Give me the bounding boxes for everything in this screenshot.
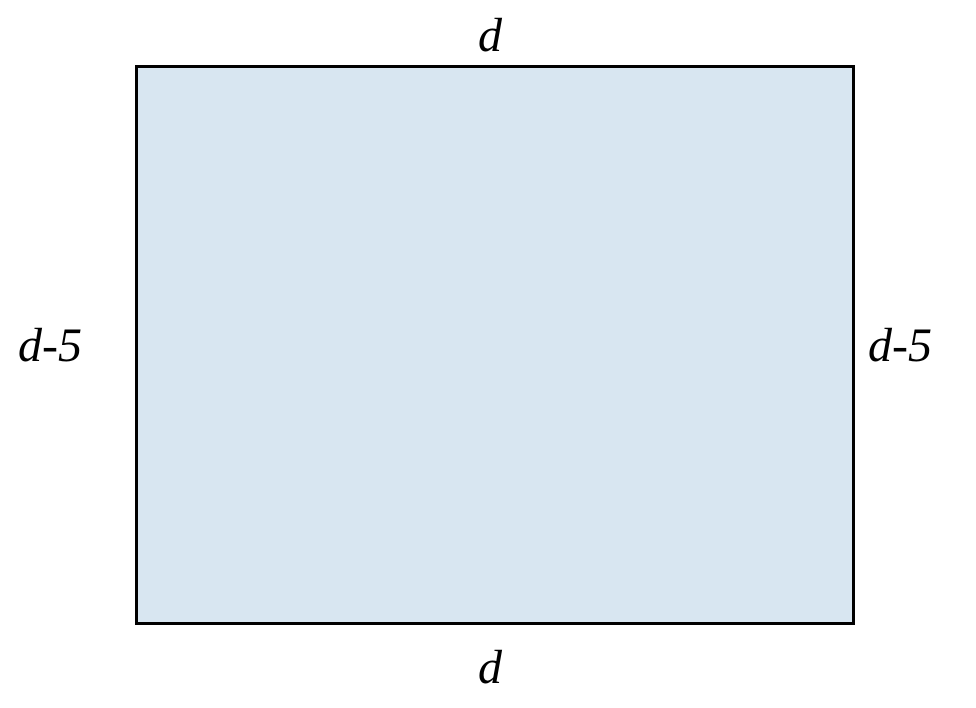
- rectangle-shape: [135, 65, 855, 625]
- diagram-stage: d d d-5 d-5: [0, 0, 976, 708]
- label-bottom: d: [478, 640, 502, 695]
- label-right: d-5: [868, 318, 932, 373]
- label-top: d: [478, 8, 502, 63]
- label-left: d-5: [18, 318, 82, 373]
